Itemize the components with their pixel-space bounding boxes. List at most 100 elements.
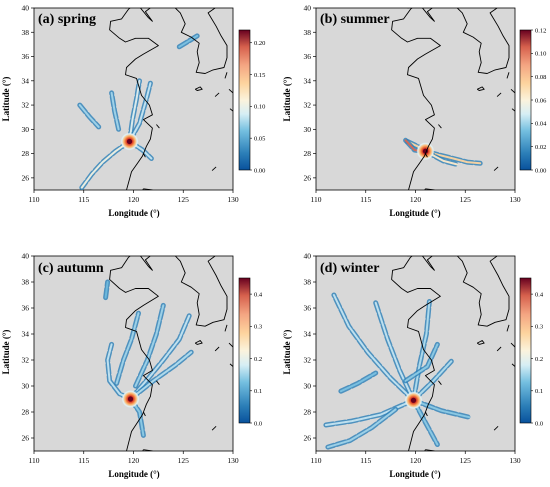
island-coastline — [156, 124, 160, 129]
y-tick-label: 36 — [304, 304, 312, 313]
plume-track — [412, 399, 471, 419]
plume-layer — [77, 33, 200, 190]
colorbar-tick-label: 0.4 — [535, 291, 544, 298]
y-ticks: 26 28 30 32 34 36 38 40 — [22, 252, 34, 443]
x-tick-label: 125 — [178, 195, 190, 204]
y-ticks: 26 28 30 32 34 36 38 40 — [22, 4, 34, 182]
colorbar-tick-label: 0.06 — [535, 97, 547, 104]
colorbar-ticks: 0.00 0.02 0.04 0.06 0.08 0.10 0.12 — [531, 27, 547, 174]
x-tick-label: 110 — [29, 195, 40, 204]
coastline-layer — [109, 256, 233, 451]
y-axis-label: Latitude (°) — [1, 330, 11, 375]
plume-track — [128, 79, 141, 143]
colorbar-tick-label: 0.20 — [254, 40, 265, 47]
panel-summer: 110 115 120 125 130 26 28 30 32 34 36 38 40 (b) sum… — [282, 4, 547, 219]
jeju-coastline — [194, 86, 203, 91]
y-tick-label: 30 — [304, 125, 312, 134]
island-coastline — [143, 153, 146, 158]
coastline-layer — [391, 256, 515, 451]
plume-layer — [103, 279, 194, 438]
plume-track — [115, 312, 140, 385]
colorbar: 0.00 0.02 0.04 0.06 0.08 0.10 0.12 — [519, 27, 547, 174]
plume-track — [412, 360, 453, 402]
x-tick-label: 110 — [311, 195, 322, 204]
plume-track — [374, 301, 415, 402]
x-tick-label: 125 — [460, 195, 472, 204]
y-tick-label: 36 — [304, 52, 312, 61]
x-tick-label: 115 — [78, 456, 89, 465]
y-tick-label: 38 — [22, 28, 30, 37]
island-coastline — [438, 380, 442, 385]
colorbar-tick-label: 0.04 — [535, 121, 547, 128]
island-coastline — [211, 425, 217, 431]
plume-layer — [403, 137, 483, 167]
y-tick-label: 40 — [304, 4, 312, 13]
x-tick-label: 130 — [227, 456, 239, 465]
colorbar-tick-label: 0.02 — [535, 144, 546, 151]
x-tick-label: 130 — [509, 195, 521, 204]
y-tick-label: 28 — [304, 149, 312, 158]
colorbar-gradient — [519, 277, 532, 424]
x-tick-label: 110 — [311, 456, 322, 465]
island-coastline — [506, 324, 510, 332]
x-ticks: 110 115 120 125 130 — [311, 190, 521, 204]
x-tick-label: 125 — [178, 456, 190, 465]
colorbar-ticks: 0.00 0.05 0.10 0.15 0.20 — [250, 40, 265, 174]
x-tick-label: 130 — [227, 195, 239, 204]
y-axis-label: Latitude (°) — [282, 77, 292, 122]
plume-track — [129, 314, 191, 400]
plume-track — [110, 91, 120, 131]
panel-winter: 110 115 120 125 130 26 28 30 32 34 36 38 40 (d) win… — [282, 252, 544, 480]
x-tick-label: 120 — [128, 456, 140, 465]
colorbar-ticks: 0.0 0.1 0.2 0.3 0.4 — [250, 291, 263, 427]
plume-track — [332, 294, 415, 402]
plume-track — [80, 140, 131, 189]
x-tick-label: 120 — [410, 456, 422, 465]
x-tick-label: 115 — [360, 456, 371, 465]
colorbar-tick-label: 0.05 — [254, 135, 265, 142]
island-coastline — [228, 342, 233, 348]
y-tick-label: 28 — [22, 149, 30, 158]
island-coastline — [229, 363, 233, 367]
colorbar-tick-label: 0.2 — [535, 356, 543, 363]
island-coastline — [229, 108, 233, 112]
y-tick-label: 38 — [304, 278, 312, 287]
colorbar-tick-label: 0.2 — [254, 356, 262, 363]
y-tick-label: 40 — [304, 252, 312, 261]
korea-coastline — [174, 8, 228, 74]
y-axis-label: Latitude (°) — [282, 330, 292, 375]
x-tick-label: 115 — [360, 195, 371, 204]
y-tick-label: 34 — [22, 330, 30, 339]
colorbar-gradient — [238, 277, 251, 424]
y-tick-label: 28 — [22, 408, 30, 417]
colorbar: 0.0 0.1 0.2 0.3 0.4 — [238, 277, 263, 427]
panel-spring: 110 115 120 125 130 26 28 30 32 34 36 38 40 (a) spr… — [1, 4, 265, 219]
colorbar: 0.00 0.05 0.10 0.15 0.20 — [238, 29, 265, 174]
colorbar-gradient — [238, 29, 251, 171]
y-tick-label: 30 — [304, 382, 312, 391]
colorbar-tick-label: 0.4 — [254, 291, 263, 298]
jeju-coastline — [476, 86, 485, 91]
island-coastline — [425, 153, 428, 158]
plume-track — [178, 34, 199, 48]
island-coastline — [228, 88, 233, 94]
panel-title: (c) autumn — [38, 261, 104, 276]
plume-track — [134, 304, 165, 387]
hotspot — [410, 397, 417, 403]
island-coastline — [156, 380, 160, 385]
plume-track — [406, 140, 482, 165]
colorbar: 0.0 0.1 0.2 0.3 0.4 — [519, 277, 544, 427]
y-tick-label: 34 — [22, 76, 30, 85]
panel-title: (b) summer — [320, 12, 390, 27]
x-axis-label: Longitude (°) — [108, 469, 159, 479]
china-coastline — [109, 8, 159, 190]
plume-track — [128, 82, 152, 143]
y-tick-label: 26 — [304, 173, 312, 182]
panel-title: (a) spring — [38, 12, 96, 27]
y-tick-label: 30 — [22, 125, 30, 134]
y-tick-label: 36 — [22, 304, 30, 313]
coastline-layer — [391, 8, 515, 190]
island-coastline — [211, 166, 217, 171]
plume-track — [129, 351, 193, 400]
